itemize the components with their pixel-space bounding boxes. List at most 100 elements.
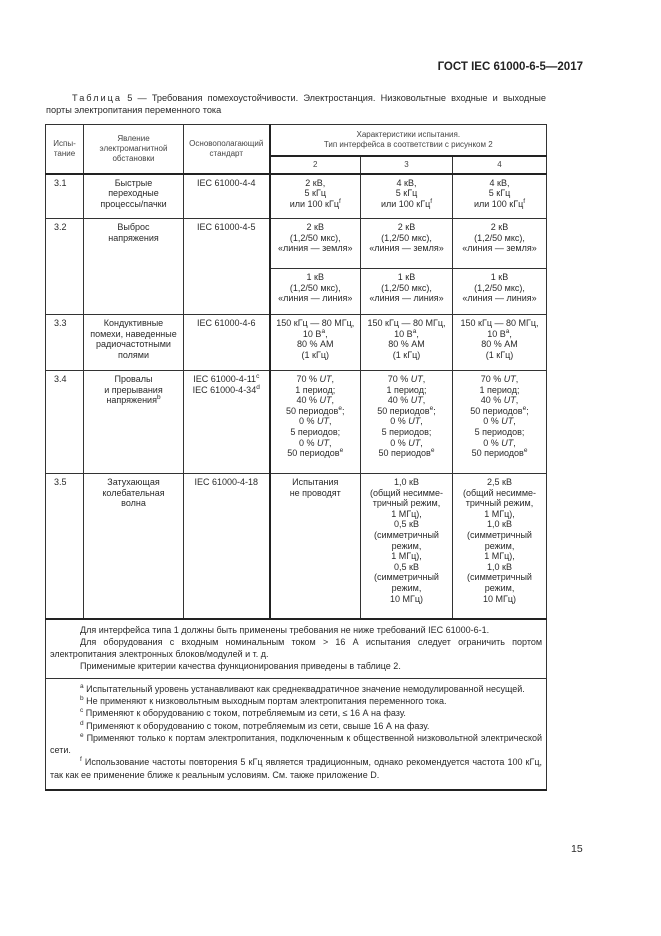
cell-line: 150 кГц — 80 МГц,: [455, 318, 544, 329]
cell-line: 10 МГц): [455, 594, 544, 605]
footnote-mark: c: [80, 707, 84, 715]
footnote: c Применяют к оборудованию с током, потр…: [50, 707, 542, 719]
notes-cell: Для интерфейса типа 1 должны быть примен…: [44, 617, 548, 679]
footnote-mark: b: [80, 694, 84, 702]
table-row: 1 кВ (1,2/50 мкс), «линия — линия» 1 кВ (1,2…: [46, 268, 548, 315]
cell-text: 2 кВ: [397, 222, 416, 232]
header-interface-2: 2: [268, 155, 361, 175]
cell-line: переходные: [86, 188, 181, 199]
notes-row: Для интерфейса типа 1 должны быть примен…: [44, 617, 548, 679]
interface-3-value: 70 % UT, 1 период; 40 % UT, 50 периодовe; 0 …: [360, 370, 453, 474]
cell-text: «линия — линия»: [462, 293, 537, 304]
footnote-text: Не применяют к низковольтным выходным по…: [83, 695, 447, 706]
cell-text: процессы/пачки: [100, 198, 167, 209]
cell-text: 80 % АМ: [296, 339, 334, 350]
cell-text: тричный режим,: [465, 498, 534, 509]
cell-line: IEC 61000-4-4: [186, 178, 267, 189]
cell-line: 0 % UT,: [273, 438, 359, 449]
interface-2-value: 2 кВ, 5 кГц или 100 кГцf: [268, 173, 361, 219]
cell-line: 50 периодовe: [455, 447, 544, 459]
cell-text: напряжения: [106, 395, 157, 406]
cell-text: ,: [422, 374, 426, 384]
cell-text: переходные: [108, 188, 159, 199]
cell-text: UT: [410, 395, 423, 406]
table-row: 3.4 Провалы и прерывания напряженияb IEC 610…: [45, 370, 548, 474]
cell-line: 5 кГц: [273, 188, 359, 199]
cell-text: ,: [329, 437, 332, 448]
cell-line: Испытания: [273, 477, 359, 488]
cell-text: 80 % АМ: [388, 339, 425, 350]
footnote-ref: e: [429, 404, 434, 412]
cell-line: 1,0 кВ: [455, 519, 544, 530]
requirements-table: Испы- тание Явление электромагнитной обс…: [44, 124, 548, 792]
interface-4-value: 4 кВ, 5 кГц или 100 кГцf: [451, 173, 548, 219]
cell-text: «линия — земля»: [462, 243, 537, 254]
interface-2-value: 70 % UT, 1 период; 40 % UT, 50 периодовe; 0 …: [268, 370, 361, 474]
cell-text: 70 %: [296, 374, 320, 384]
cell-text: колебательная: [102, 487, 165, 498]
cell-text: напряжения: [108, 232, 159, 243]
interface-3-value: 1 кВ (1,2/50 мкс), «линия — линия»: [360, 268, 453, 315]
cell-text: 1 кВ: [490, 272, 509, 282]
cell-text: 10 В: [487, 328, 506, 339]
page-number: 15: [571, 843, 583, 855]
phenomenon-cell: Кондуктивные помехи, наведенные радиочасто…: [83, 314, 184, 371]
cell-line: 2 кВ: [363, 222, 450, 233]
header-standard: Основополагающий стандарт: [183, 124, 270, 175]
caption-prefix: Таблица: [72, 93, 123, 103]
cell-text: 70 %: [480, 374, 504, 384]
interface-3-value: 2 кВ (1,2/50 мкс), «линия — земля»: [360, 218, 453, 269]
cell-line: «линия — линия»: [273, 293, 359, 304]
cell-text: Затухающая: [107, 477, 160, 487]
cell-text: UT: [317, 437, 329, 448]
cell-line: (симметричный: [455, 572, 544, 583]
cell-text: 10 МГц): [389, 593, 424, 604]
cell-line: полями: [86, 350, 181, 361]
cell-text: UT: [408, 416, 421, 427]
footnote-ref: e: [339, 447, 344, 455]
table-caption: Таблица 5 — Требования помехоустойчивост…: [46, 92, 546, 116]
cell-line: (симметричный: [363, 530, 450, 541]
footnote-ref: e: [338, 404, 342, 412]
cell-text: 40 %: [296, 395, 320, 406]
cell-line: процессы/пачки: [86, 199, 181, 210]
cell-text: (общий несимме-: [370, 487, 443, 498]
cell-text: 150 кГц — 80 МГц,: [276, 318, 355, 328]
cell-text: 0 %: [298, 416, 317, 427]
cell-line: 1 МГц),: [455, 509, 544, 520]
cell-text: 50 периодов: [470, 405, 523, 416]
cell-text: полями: [117, 349, 150, 360]
cell-text: 0 %: [483, 416, 502, 427]
interface-2-value: 1 кВ (1,2/50 мкс), «линия — линия»: [268, 268, 361, 315]
cell-line: 1 кВ: [273, 272, 359, 283]
cell-text: режим,: [391, 540, 422, 551]
cell-text: (1,2/50 мкс),: [381, 232, 432, 243]
cell-line: 50 периодовe;: [363, 404, 450, 417]
caption-text: 5 — Требования помехоустойчивости. Элект…: [46, 93, 546, 115]
cell-text: ,: [509, 328, 512, 339]
cell-text: Провалы: [114, 374, 153, 384]
cell-text: ,: [331, 374, 335, 384]
header-interface-3: 3: [360, 155, 453, 175]
footnote-ref: a: [412, 327, 417, 335]
cell-line: 2 кВ: [455, 222, 544, 233]
cell-line: 10 Вa,: [455, 328, 544, 340]
footnote: a Испытательный уровень устанавливают ка…: [50, 683, 542, 695]
cell-line: 10 МГц): [363, 594, 450, 605]
cell-line: 40 % UT,: [273, 395, 359, 406]
cell-line: 0,5 кВ: [363, 519, 450, 530]
cell-line: помехи, наведенные: [86, 329, 181, 340]
note: Для оборудования с входным номинальным т…: [50, 636, 543, 660]
cell-line: режим,: [455, 583, 544, 594]
cell-line: «линия — линия»: [363, 293, 450, 304]
cell-line: 2,5 кВ: [455, 477, 544, 488]
cell-line: (1 кГц): [273, 350, 359, 361]
cell-text: «линия — земля»: [277, 243, 353, 254]
phenomenon-cell: Провалы и прерывания напряженияb: [83, 370, 184, 474]
cell-line: (1,2/50 мкс),: [363, 233, 450, 244]
cell-line: радиочастотными: [86, 339, 181, 350]
cell-line: тричный режим,: [455, 498, 544, 509]
interface-4-value: 2,5 кВ (общий несимме-тричный режим, 1 МГц…: [451, 473, 548, 619]
cell-text: UT: [503, 374, 516, 384]
cell-text: 5 кГц: [304, 188, 326, 199]
